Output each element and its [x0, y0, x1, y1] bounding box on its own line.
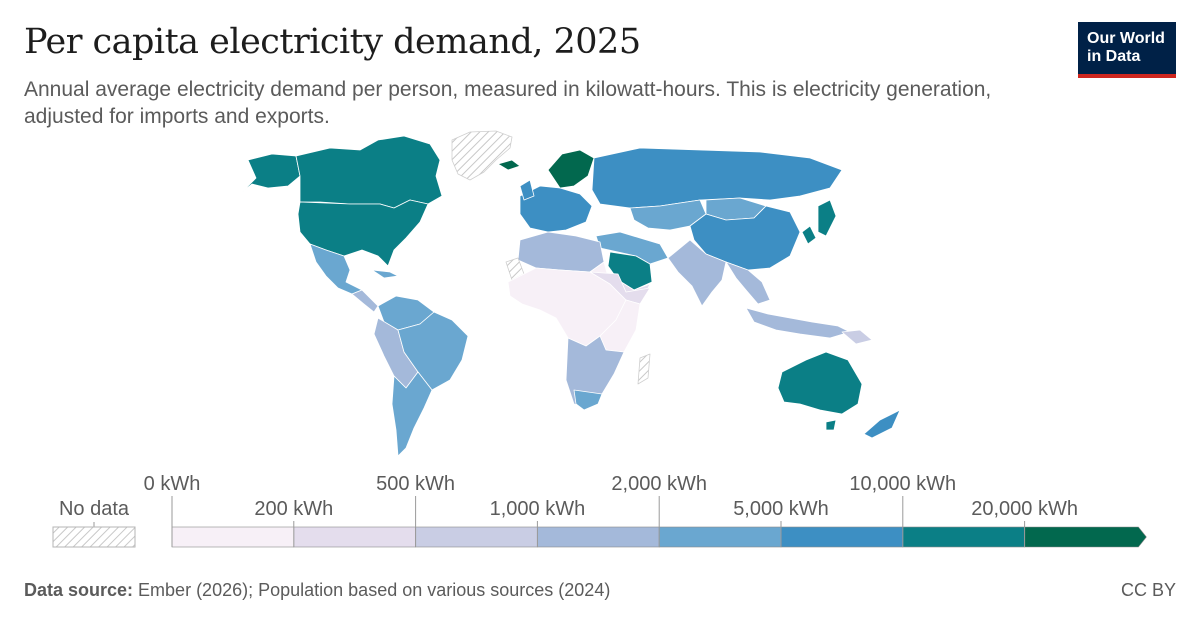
legend-label-upper-2: 2,000 kWh — [611, 473, 707, 495]
legend-label-upper-3: 10,000 kWh — [849, 473, 956, 495]
region-tasmania[interactable] — [825, 419, 837, 431]
data-source-label: Data source: — [24, 580, 134, 600]
world-map[interactable] — [0, 0, 1200, 470]
region-canada[interactable] — [295, 135, 443, 209]
region-southeast-asia[interactable] — [725, 261, 771, 305]
region-iceland[interactable] — [497, 159, 521, 171]
legend-label-lower-1: 1,000 kWh — [490, 498, 586, 520]
region-papua[interactable] — [841, 329, 873, 345]
license-label[interactable]: CC BY — [1120, 580, 1176, 600]
region-australia[interactable] — [777, 351, 863, 415]
legend-ticks — [171, 496, 1026, 547]
region-usa[interactable] — [297, 199, 429, 267]
legend-bin-6[interactable] — [902, 526, 1025, 548]
legend-bin-2[interactable] — [415, 526, 538, 548]
legend-no-data-swatch[interactable] — [52, 526, 136, 548]
region-brazil[interactable] — [397, 311, 469, 391]
region-uk[interactable] — [519, 179, 535, 201]
legend-labels: 0 kWh 500 kWh 2,000 kWh 10,000 kWh 200 kWh 1,… — [144, 473, 1078, 520]
legend-no-data-label: No data — [59, 498, 130, 520]
region-south-africa[interactable] — [573, 389, 603, 411]
legend-label-upper-1: 500 kWh — [376, 473, 455, 495]
owid-logo[interactable]: Our World in Data — [1078, 22, 1176, 78]
color-legend: No data 0 kWh 500 kWh 2,000 kWh 10,000 kWh 2… — [52, 473, 1147, 548]
legend-label-upper-0: 0 kWh — [144, 473, 201, 495]
region-southern-africa[interactable] — [565, 335, 625, 409]
region-western-europe[interactable] — [519, 185, 593, 233]
region-southern-cone[interactable] — [391, 371, 433, 457]
region-alaska[interactable] — [241, 153, 301, 193]
chart-subtitle: Annual average electricity demand per pe… — [24, 78, 992, 128]
region-russia[interactable] — [591, 147, 843, 209]
region-horn-of-africa[interactable] — [589, 271, 651, 305]
logo-line-1: Our World — [1087, 30, 1165, 47]
data-source-note: Data source: Ember (2026); Population ba… — [24, 580, 610, 601]
legend-label-lower-2: 5,000 kWh — [733, 498, 829, 520]
region-south-asia[interactable] — [667, 239, 727, 307]
legend-label-lower-3: 20,000 kWh — [971, 498, 1078, 520]
region-caribbean[interactable] — [371, 269, 399, 279]
legend-bin-4[interactable] — [658, 526, 782, 548]
region-madagascar[interactable] — [637, 353, 651, 385]
legend-bin-5[interactable] — [780, 526, 904, 548]
legend-bin-7[interactable] — [1024, 526, 1147, 548]
region-east-asia-islands[interactable] — [801, 199, 837, 245]
legend-bin-1[interactable] — [293, 526, 416, 548]
region-middle-east[interactable] — [595, 231, 669, 265]
legend-bin-3[interactable] — [537, 526, 660, 548]
chart-title: Per capita electricity demand, 2025 — [24, 22, 641, 62]
region-new-zealand[interactable] — [863, 409, 901, 439]
legend-label-lower-0: 200 kWh — [254, 498, 333, 520]
legend-bin-0[interactable] — [171, 526, 295, 548]
region-scandinavia[interactable] — [547, 149, 595, 189]
data-source-text: Ember (2026); Population based on variou… — [133, 580, 611, 600]
logo-line-2: in Data — [1087, 48, 1141, 65]
region-greenland[interactable] — [451, 130, 513, 181]
